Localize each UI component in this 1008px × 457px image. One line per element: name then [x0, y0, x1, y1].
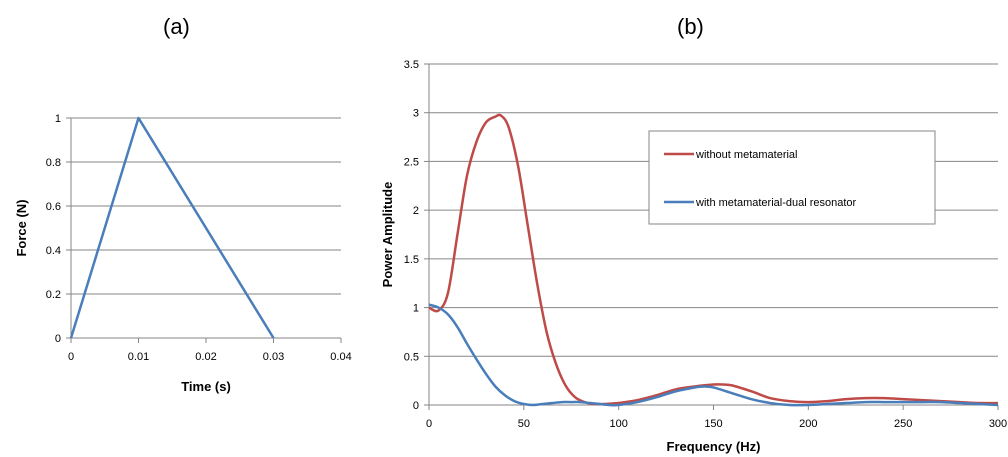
- y-tick-label: 0.2: [46, 289, 61, 301]
- x-tick-label: 200: [799, 418, 817, 430]
- x-tick-label: 0.01: [128, 351, 149, 363]
- y-tick-label: 0.5: [404, 351, 419, 363]
- x-tick-label: 300: [989, 418, 1007, 430]
- x-tick-label: 0: [426, 418, 432, 430]
- y-axis-title: Power Amplitude: [380, 182, 395, 288]
- x-tick-label: 0: [68, 351, 74, 363]
- y-tick-label: 1: [413, 303, 419, 315]
- y-tick-label: 1: [55, 113, 61, 125]
- x-tick-label: 250: [894, 418, 912, 430]
- panel-b-label: (b): [677, 14, 704, 39]
- legend-label: without metamaterial: [695, 149, 798, 161]
- x-tick-label: 0.04: [330, 351, 351, 363]
- x-tick-label: 0.03: [263, 351, 284, 363]
- y-tick-label: 2.5: [404, 156, 419, 168]
- y-tick-label: 0.6: [46, 201, 61, 213]
- series-line-without-metamaterial: [428, 113, 999, 406]
- panel-a-label: (a): [163, 14, 190, 39]
- x-tick-label: 150: [704, 418, 722, 430]
- y-tick-label: 1.5: [404, 254, 419, 266]
- legend-box: [648, 130, 936, 225]
- y-tick-label: 0.4: [46, 245, 61, 257]
- x-axis-title: Time (s): [181, 379, 231, 394]
- legend-label: with metamaterial-dual resonator: [695, 197, 857, 209]
- series-line-force: [69, 116, 275, 339]
- y-tick-label: 3: [413, 108, 419, 120]
- x-tick-label: 0.02: [195, 351, 216, 363]
- y-tick-label: 0.8: [46, 157, 61, 169]
- x-tick-label: 100: [609, 418, 627, 430]
- y-tick-label: 0: [413, 400, 419, 412]
- y-tick-label: 3.5: [404, 59, 419, 71]
- y-tick-label: 2: [413, 205, 419, 217]
- x-axis-title: Frequency (Hz): [667, 439, 761, 454]
- y-axis-title: Force (N): [14, 199, 29, 256]
- y-tick-label: 0: [55, 333, 61, 345]
- series-line-with-metamaterial-dual-resonator: [428, 303, 999, 407]
- x-tick-label: 50: [518, 418, 530, 430]
